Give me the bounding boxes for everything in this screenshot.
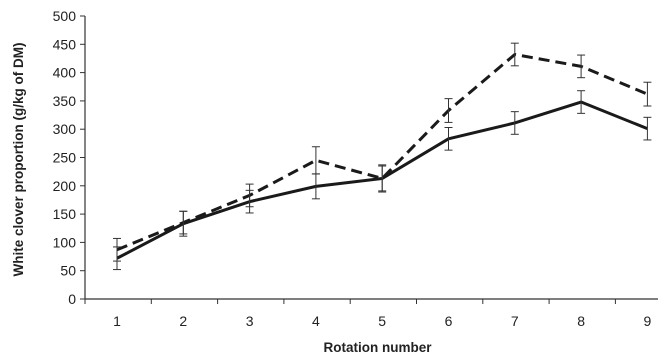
x-tick-label: 8 xyxy=(577,313,585,329)
error-bar xyxy=(643,81,652,107)
error-bar xyxy=(245,183,254,208)
error-bar xyxy=(179,210,188,235)
x-tick-label: 5 xyxy=(378,313,386,329)
error-bar xyxy=(378,164,387,193)
series-2 xyxy=(113,42,652,262)
error-bar xyxy=(311,146,320,175)
x-tick-label: 3 xyxy=(246,313,254,329)
y-tick-label: 50 xyxy=(60,263,76,279)
y-tick-label: 200 xyxy=(53,178,77,194)
error-bar xyxy=(510,111,519,135)
y-tick-label: 500 xyxy=(53,8,77,24)
x-tick-label: 1 xyxy=(113,313,121,329)
x-tick-label: 4 xyxy=(312,313,320,329)
error-bar xyxy=(444,98,453,123)
error-bar xyxy=(577,54,586,79)
y-tick-label: 150 xyxy=(53,206,77,222)
series-line-dashed xyxy=(116,52,648,252)
x-tick-label: 9 xyxy=(644,313,652,329)
x-tick-label: 2 xyxy=(179,313,187,329)
error-bar xyxy=(643,116,652,141)
x-axis-title: Rotation number xyxy=(324,340,433,355)
y-tick-label: 0 xyxy=(68,291,76,307)
y-tick-label: 450 xyxy=(53,36,77,52)
series-group xyxy=(113,42,652,271)
axes xyxy=(84,16,658,300)
y-tick-label: 100 xyxy=(53,234,77,250)
error-bar xyxy=(444,127,453,151)
x-ticks: 1 2 3 4 5 6 7 8 9 xyxy=(84,299,652,329)
x-tick-label: 7 xyxy=(511,313,519,329)
error-bar xyxy=(113,237,121,262)
error-bar xyxy=(577,90,586,114)
x-tick-label: 6 xyxy=(445,313,453,329)
y-axis-title: White clover proportion (g/kg of DM) xyxy=(11,43,26,277)
y-tick-label: 300 xyxy=(53,121,77,137)
error-bar xyxy=(510,42,519,67)
y-tick-label: 400 xyxy=(53,65,77,81)
y-tick-label: 250 xyxy=(53,150,77,166)
y-tick-label: 350 xyxy=(53,93,77,109)
y-ticks: 0 50 100 150 200 250 300 350 400 450 500 xyxy=(53,8,85,307)
